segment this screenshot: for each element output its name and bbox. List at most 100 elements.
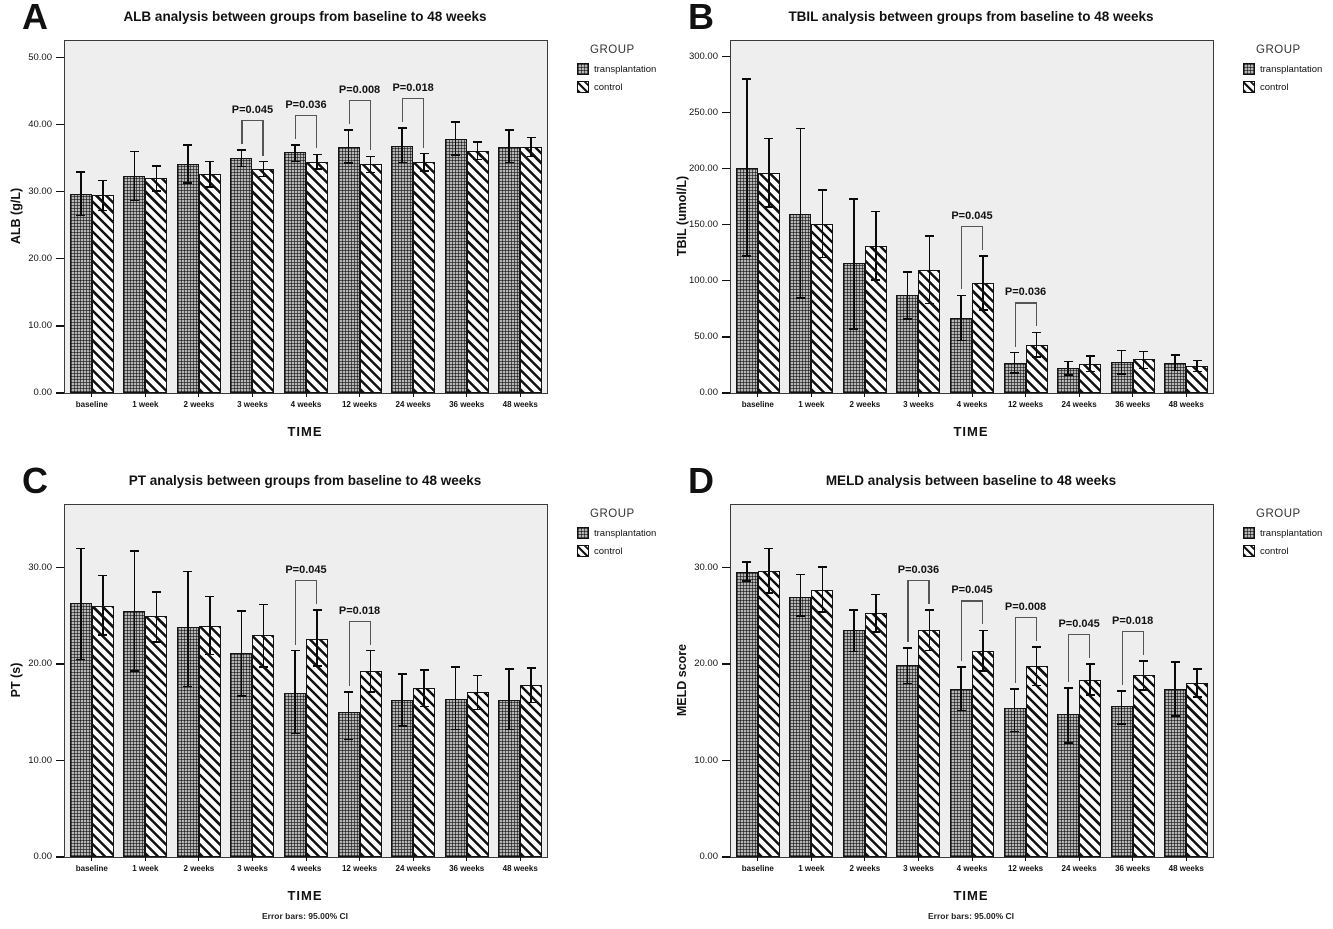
x-tick-mark <box>144 857 146 861</box>
y-tick-mark <box>56 759 64 762</box>
error-bar-cap-bottom <box>902 318 912 320</box>
error-bar-cap-top <box>871 210 881 213</box>
bar-control <box>145 178 168 393</box>
bar-control <box>306 639 328 857</box>
error-bar-cap-top <box>924 609 934 611</box>
error-bar-cap-top <box>1139 350 1149 353</box>
significance-bracket-left-leg <box>348 100 350 125</box>
error-bar-cap-top <box>742 78 752 80</box>
error-bar-cap-bottom <box>183 182 193 184</box>
error-bar-cap-top <box>258 160 268 163</box>
error-bar-line <box>1142 351 1145 369</box>
error-bar-line <box>155 591 158 642</box>
error-bar-cap-bottom <box>419 170 429 172</box>
x-tick-mark <box>810 857 812 861</box>
panel-c: C PT analysis between groups from baseli… <box>0 464 666 929</box>
error-bar-line <box>1120 691 1123 724</box>
legend-item-label: transplantation <box>1260 527 1323 539</box>
error-bar-cap-bottom <box>129 670 139 672</box>
legend-item-label: transplantation <box>594 63 657 75</box>
error-bar-cap-top <box>924 235 934 237</box>
x-tick-mark <box>305 857 307 861</box>
significance-bracket-right-leg <box>423 98 425 148</box>
legend-title: GROUP <box>590 44 635 56</box>
error-bar-line <box>982 630 984 671</box>
error-bar-cap-bottom <box>956 339 966 342</box>
x-tick-mark <box>359 393 361 397</box>
panel-d: D MELD analysis between baseline to 48 w… <box>666 464 1333 929</box>
x-tick-mark <box>757 857 759 861</box>
error-bar-line <box>1120 350 1123 374</box>
error-bar-cap-top <box>236 610 246 612</box>
legend-title: GROUP <box>590 508 635 520</box>
error-bar-cap-bottom <box>764 591 774 594</box>
plot-area: 0.00 10.00 20.00 30.00 40.00 50.00 baseline 1 w… <box>28 40 548 409</box>
error-bar-cap-bottom <box>764 206 774 208</box>
x-tick-mark <box>1078 857 1080 861</box>
bar-transplantation <box>391 145 414 393</box>
x-tick-label: 48 weeks <box>1168 864 1204 873</box>
y-tick-mark <box>722 111 730 114</box>
error-bar-cap-top <box>1192 668 1202 670</box>
error-bar-line <box>799 128 802 298</box>
bar-control <box>811 589 834 857</box>
significance-bracket-right-leg <box>316 114 318 149</box>
error-bar-cap-top <box>151 164 161 167</box>
legend-item-label: control <box>1260 545 1289 557</box>
error-bar-line <box>369 156 372 173</box>
error-bar-cap-top <box>526 667 536 669</box>
legend-item-control: control <box>1243 545 1331 557</box>
panel-b: B TBIL analysis between groups from base… <box>666 0 1333 464</box>
error-bar-cap-top <box>526 136 536 139</box>
p-value-label: P=0.045 <box>231 104 274 117</box>
error-bar-cap-bottom <box>290 160 300 163</box>
error-bar-cap-top <box>151 590 161 593</box>
y-tick-mark <box>56 123 64 126</box>
error-bar-line <box>1174 662 1176 717</box>
y-tick-label: 0.00 <box>33 851 53 862</box>
control-pattern-swatch <box>1243 545 1255 557</box>
error-bar-line <box>1067 361 1069 376</box>
bar-transplantation <box>789 596 812 857</box>
error-bar-cap-top <box>1063 687 1073 690</box>
bar-transplantation <box>498 146 521 393</box>
y-axis-title: MELD score <box>675 643 689 717</box>
error-bar-line <box>768 138 770 207</box>
y-tick-label: 10.00 <box>28 754 52 766</box>
error-bar-cap-bottom <box>1063 742 1073 744</box>
x-tick-label: 3 weeks <box>903 864 934 873</box>
bar-control <box>198 174 221 393</box>
panel-a: A ALB analysis between groups from basel… <box>0 0 666 464</box>
legend-item-label: transplantation <box>1260 63 1323 75</box>
error-bar-line <box>316 154 318 170</box>
bar-transplantation <box>896 295 919 393</box>
error-bars-note: Error bars: 95.00% CI <box>928 911 1014 921</box>
bar-control <box>1186 683 1209 857</box>
error-bar-cap-top <box>205 595 215 598</box>
error-bar-cap-top <box>849 198 859 200</box>
y-tick-label: 0.00 <box>699 851 719 862</box>
x-tick-label: 12 weeks <box>1007 400 1044 409</box>
error-bar-cap-bottom <box>742 580 752 582</box>
error-bar-cap-top <box>344 129 354 131</box>
y-tick-label: 300.00 <box>688 50 718 62</box>
error-bar-line <box>875 211 877 280</box>
significance-bracket-top <box>961 226 983 228</box>
legend-item-label: control <box>594 81 623 93</box>
x-tick-label: 12 weeks <box>1007 864 1044 873</box>
x-tick-label: 1 week <box>798 400 825 409</box>
error-bar-line <box>423 153 425 172</box>
error-bar-line <box>508 130 510 163</box>
significance-bracket-left-leg <box>295 114 297 139</box>
error-bar-cap-top <box>902 271 912 273</box>
legend: GROUP transplantation control <box>1243 44 1331 99</box>
x-tick-label: 1 week <box>132 864 159 873</box>
x-axis-title: TIME <box>287 888 323 903</box>
transplantation-pattern-swatch <box>1243 527 1255 539</box>
transplantation-pattern-swatch <box>1243 63 1255 75</box>
x-axis-title: TIME <box>953 888 989 903</box>
p-value-label: P=0.018 <box>392 82 434 95</box>
y-tick-label: 20.00 <box>28 252 52 264</box>
error-bar-cap-bottom <box>795 296 805 299</box>
error-bar-cap-top <box>344 691 354 693</box>
